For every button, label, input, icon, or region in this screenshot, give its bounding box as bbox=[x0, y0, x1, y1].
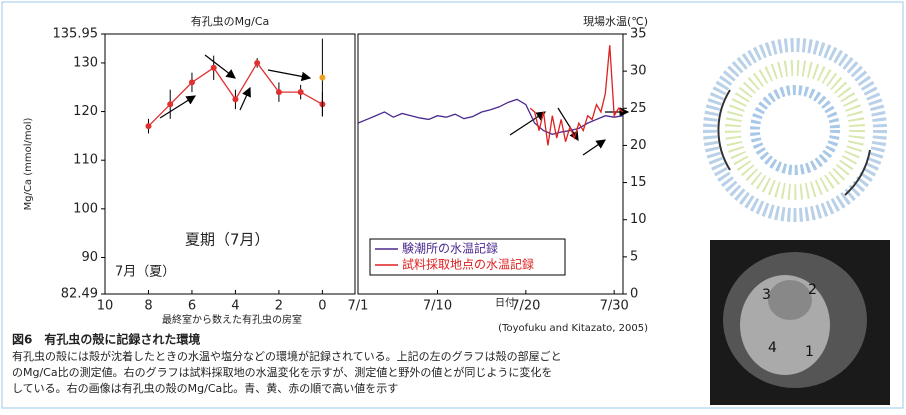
image-sem bbox=[710, 240, 890, 405]
y-tick-label: 110 bbox=[73, 153, 98, 168]
y-tick-label: 5 bbox=[630, 249, 638, 264]
point bbox=[298, 89, 304, 95]
y-tick-label: 130 bbox=[73, 55, 98, 70]
y-tick-label: 135.95 bbox=[53, 27, 99, 42]
citation: (Toyofuku and Kitazato, 2005) bbox=[498, 323, 648, 334]
chart-title: 有孔虫のMg/Ca bbox=[191, 14, 270, 28]
x-tick-label: 4 bbox=[231, 299, 239, 314]
point bbox=[211, 65, 217, 71]
arrows bbox=[160, 55, 628, 155]
y-tick-label: 35 bbox=[630, 27, 647, 42]
y-tick-label: 0 bbox=[630, 287, 638, 302]
x-tick-label: 8 bbox=[144, 299, 152, 314]
annotation: 夏期（7月） bbox=[185, 231, 270, 249]
legend-label: 試料採取地点の水温記録 bbox=[402, 257, 534, 272]
x-tick-label: 6 bbox=[188, 299, 196, 314]
x-tick-label: 7/10 bbox=[423, 299, 452, 314]
image-label: 4 bbox=[768, 340, 777, 356]
y-tick-label: 25 bbox=[630, 101, 647, 116]
x-tick-label: 7/20 bbox=[511, 299, 540, 314]
image-label: 1 bbox=[805, 344, 814, 360]
x-tick-label: 7/1 bbox=[348, 299, 369, 314]
point bbox=[145, 123, 151, 129]
caption-line: 有孔虫の殻には殻が沈着したときの水温や塩分などの環境が記録されている。上記の左の… bbox=[12, 349, 562, 363]
y-tick-label: 90 bbox=[81, 250, 98, 265]
caption-line: している。右の画像は有孔虫の殻のMg/Ca比。青、黄、赤の順で高い値を示す bbox=[12, 381, 398, 395]
caption-line: のMg/Ca比の測定値。右のグラフは試料採取地の水温変化を示すが、測定値と野外の… bbox=[12, 365, 552, 379]
point bbox=[232, 96, 238, 102]
x-tick-label: 0 bbox=[318, 299, 326, 314]
annotation: 7月（夏） bbox=[115, 265, 175, 280]
y-tick-label: 120 bbox=[73, 104, 98, 119]
x-tick-label: 7/30 bbox=[600, 299, 629, 314]
y-tick-label: 20 bbox=[630, 138, 647, 153]
point bbox=[254, 60, 260, 66]
caption-title: 図6 有孔虫の殻に記録された環境 bbox=[12, 332, 200, 347]
y-tick-label: 30 bbox=[630, 64, 647, 79]
figure: 有孔虫のMg/Ca Mg/Ca (mmol/mol) 最終室から数えた有孔虫の房… bbox=[0, 0, 906, 411]
x-label: 最終室から数えた有孔虫の房室 bbox=[162, 313, 302, 326]
x-tick-label: 2 bbox=[275, 299, 283, 314]
y-tick-label: 100 bbox=[73, 201, 98, 216]
y-tick-label: 82.49 bbox=[61, 287, 98, 302]
x-tick-label: 10 bbox=[97, 299, 114, 314]
legend-label: 験潮所の水温記録 bbox=[402, 241, 498, 256]
point bbox=[189, 79, 195, 85]
y-label: Mg/Ca (mmol/mol) bbox=[23, 117, 34, 210]
point bbox=[319, 75, 325, 81]
point bbox=[167, 101, 173, 107]
image-label: 3 bbox=[762, 287, 771, 303]
image-label: 2 bbox=[808, 282, 817, 298]
y-tick-label: 10 bbox=[630, 212, 647, 227]
image-ring bbox=[710, 45, 880, 215]
y-tick-label: 15 bbox=[630, 175, 647, 190]
plot-area bbox=[105, 34, 355, 294]
point bbox=[276, 89, 282, 95]
